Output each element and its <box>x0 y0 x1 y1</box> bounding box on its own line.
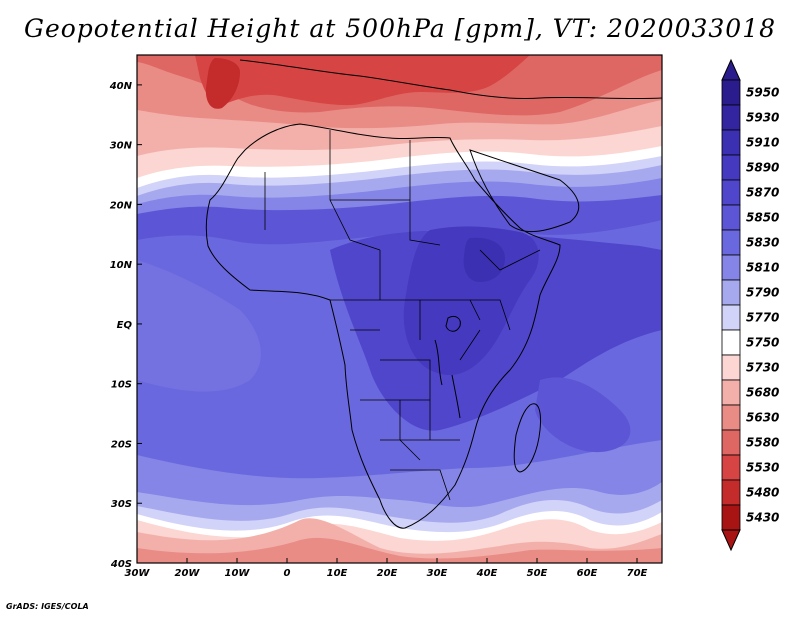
colorbar-label: 5830 <box>746 236 779 250</box>
lon-tick-label: 70E <box>627 568 648 579</box>
lon-tick-label: 50E <box>527 568 548 579</box>
field-core-5890 <box>403 226 539 376</box>
border-east-africa <box>459 249 541 361</box>
colorbar-swatch <box>721 404 741 431</box>
lon-tick-label: 30E <box>427 568 448 579</box>
colorbar-swatch <box>721 379 741 406</box>
colorbar-label: 5810 <box>746 261 779 275</box>
lon-tick-label: 10W <box>225 568 251 579</box>
colorbar-swatch <box>721 79 741 106</box>
lat-tick-label: EQ <box>117 320 133 331</box>
colorbar-top-triangle <box>721 58 741 81</box>
colorbar-label: 5890 <box>746 161 779 175</box>
colorbar-label: 5950 <box>746 86 779 100</box>
lat-tick-label: 40N <box>109 81 133 92</box>
lon-tick-label: 0 <box>284 568 291 579</box>
colorbar-swatch <box>721 504 741 531</box>
colorbar-label: 5680 <box>746 386 779 400</box>
country-borders <box>264 130 541 501</box>
lon-tick-label: 10E <box>327 568 348 579</box>
lon-axis: 30W 20W 10W 0 10E 20E 30E 40E 50E 60E 70E <box>125 568 648 579</box>
colorbar-label: 5730 <box>746 361 779 375</box>
field-patch-mozambique <box>535 377 631 453</box>
lake-victoria <box>445 315 461 332</box>
europe-coastline <box>239 59 662 100</box>
field-band-north-5530 <box>205 58 240 109</box>
field-band-south-5680 <box>137 537 662 563</box>
axis-ticks <box>136 84 638 564</box>
colorbar-swatch <box>721 329 741 356</box>
lat-tick-label: 40S <box>110 559 132 570</box>
lon-tick-label: 30W <box>125 568 151 579</box>
colorbar-swatch <box>721 229 741 256</box>
arabia-coastline <box>469 149 580 233</box>
madagascar-coastline <box>513 403 541 473</box>
colorbar-swatch <box>721 454 741 481</box>
africa-coastline <box>205 123 561 529</box>
colorbar-label: 5770 <box>746 311 779 325</box>
lat-tick-label: 20S <box>111 439 132 450</box>
colorbar-swatch <box>721 129 741 156</box>
colorbar-swatch <box>721 154 741 181</box>
border-southern-africa <box>380 400 460 501</box>
field-band-north-5580 <box>195 55 530 106</box>
colorbar-swatch <box>721 279 741 306</box>
colorbar-swatch <box>721 354 741 381</box>
colorbar-label: 5910 <box>746 136 779 150</box>
lon-tick-label: 40E <box>476 568 498 579</box>
lat-tick-label: 10N <box>110 260 133 271</box>
border-north-africa <box>264 130 441 251</box>
lat-tick-label: 30S <box>111 499 132 510</box>
lat-tick-label: 20N <box>110 200 133 211</box>
coastlines <box>205 59 662 529</box>
field-core-5910 <box>463 237 505 282</box>
colorbar-swatch <box>721 179 741 206</box>
map-title: Geopotential Height at 500hPa [gpm], VT:… <box>23 14 777 43</box>
colorbar-label: 5850 <box>746 211 779 225</box>
colorbar-label: 5750 <box>746 336 779 350</box>
colorbar-swatch <box>721 104 741 131</box>
lon-tick-label: 20E <box>377 568 398 579</box>
lon-tick-label: 20W <box>175 568 201 579</box>
colorbar-label: 5580 <box>746 436 779 450</box>
colorbar-swatch <box>721 204 741 231</box>
colorbar-swatch <box>721 429 741 456</box>
colorbar-label: 5430 <box>746 511 779 525</box>
lat-axis: 40N 30N 20N 10N EQ 10S 20S 30S 40S <box>109 81 133 570</box>
rift-lakes <box>434 339 461 419</box>
colorbar-swatch <box>721 304 741 331</box>
lon-tick-label: 60E <box>577 568 598 579</box>
colorbar-label: 5530 <box>746 461 779 475</box>
colorbar-label: 5630 <box>746 411 779 425</box>
lat-tick-label: 10S <box>111 380 132 391</box>
colorbar-label: 5870 <box>746 186 779 200</box>
colorbar-bottom-triangle <box>721 529 741 552</box>
map-frame <box>136 54 663 564</box>
colorbar-label: 5480 <box>746 486 779 500</box>
credit-label: GrADS: IGES/COLA <box>6 602 89 611</box>
lat-tick-label: 30N <box>110 141 133 152</box>
colorbar-swatch <box>721 254 741 281</box>
height-field <box>137 55 662 563</box>
colorbar-label: 5790 <box>746 286 779 300</box>
colorbar-swatch <box>721 479 741 506</box>
colorbar: 5950 5930 5910 5890 5870 5850 5830 5810 5790 5770… <box>721 58 779 552</box>
colorbar-label: 5930 <box>746 111 779 125</box>
field-patch-atlantic <box>137 260 261 392</box>
